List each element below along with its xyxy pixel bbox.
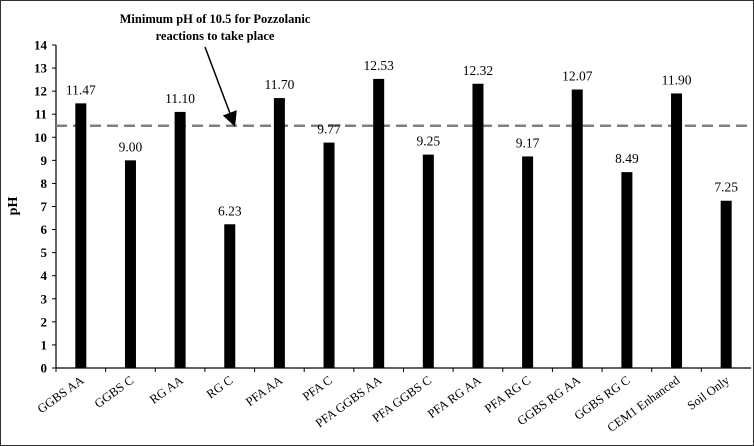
- x-category-label: Soil Only: [685, 373, 733, 413]
- data-label: 9.77: [317, 122, 341, 137]
- x-category-label: PFA AA: [243, 373, 285, 409]
- bar-pfa-ggbs-aa: [373, 78, 385, 368]
- y-tick-label: 0: [41, 361, 48, 376]
- x-category-label: RG C: [204, 373, 236, 401]
- data-label: 11.47: [66, 82, 96, 97]
- annotation-line2: reactions to take place: [156, 29, 275, 43]
- data-label: 11.90: [662, 72, 692, 87]
- bar-ggbs-aa: [75, 103, 87, 368]
- bar-ggbs-rg-c: [621, 172, 633, 368]
- bar-cem1-enhanced: [671, 93, 683, 368]
- y-tick-label: 12: [34, 84, 47, 99]
- data-label: 9.25: [417, 134, 441, 149]
- y-tick-label: 4: [41, 268, 48, 283]
- annotation-line1: Minimum pH of 10.5 for Pozzolanic: [120, 12, 311, 26]
- annotation-arrow: [204, 46, 237, 127]
- data-label: 9.17: [516, 135, 540, 150]
- bar-pfa-rg-c: [522, 156, 534, 368]
- x-category-label: GGBS AA: [35, 373, 87, 416]
- data-label: 6.23: [218, 203, 242, 218]
- y-tick-label: 11: [35, 107, 47, 122]
- y-tick-label: 1: [41, 337, 48, 352]
- data-label: 11.70: [264, 77, 294, 92]
- x-category-label: PFA C: [300, 373, 335, 404]
- y-tick-label: 10: [34, 130, 47, 145]
- y-tick-label: 3: [41, 291, 48, 306]
- x-category-label: PFA RG AA: [425, 373, 484, 421]
- bar-ggbs-c: [124, 160, 136, 368]
- data-label: 7.25: [714, 180, 738, 195]
- bar-pfa-c: [323, 142, 335, 368]
- data-label: 12.32: [463, 63, 493, 78]
- x-category-label: GGBS C: [92, 373, 136, 411]
- bar-pfa-aa: [273, 98, 285, 369]
- data-label: 11.10: [165, 91, 195, 106]
- bar-rg-aa: [174, 111, 186, 369]
- bar-pfa-rg-aa: [472, 83, 484, 368]
- y-tick-label: 9: [41, 153, 48, 168]
- data-label: 9.00: [119, 139, 143, 154]
- y-tick-label: 7: [41, 199, 48, 214]
- y-axis-title: pH: [6, 197, 21, 216]
- data-label: 12.53: [363, 58, 394, 73]
- y-tick-label: 13: [34, 61, 48, 76]
- y-tick-label: 8: [41, 176, 48, 191]
- y-tick-label: 2: [41, 314, 48, 329]
- bar-pfa-ggbs-c: [422, 154, 434, 368]
- bar-rg-c: [224, 224, 236, 368]
- bar-ggbs-rg-aa: [571, 89, 583, 368]
- data-label: 12.07: [562, 69, 593, 84]
- y-tick-label: 5: [41, 245, 48, 260]
- x-category-label: RG AA: [147, 373, 186, 407]
- y-tick-label: 6: [41, 222, 48, 237]
- y-tick-label: 14: [34, 38, 48, 53]
- data-label: 8.49: [615, 151, 639, 166]
- bar-soil-only: [720, 200, 732, 368]
